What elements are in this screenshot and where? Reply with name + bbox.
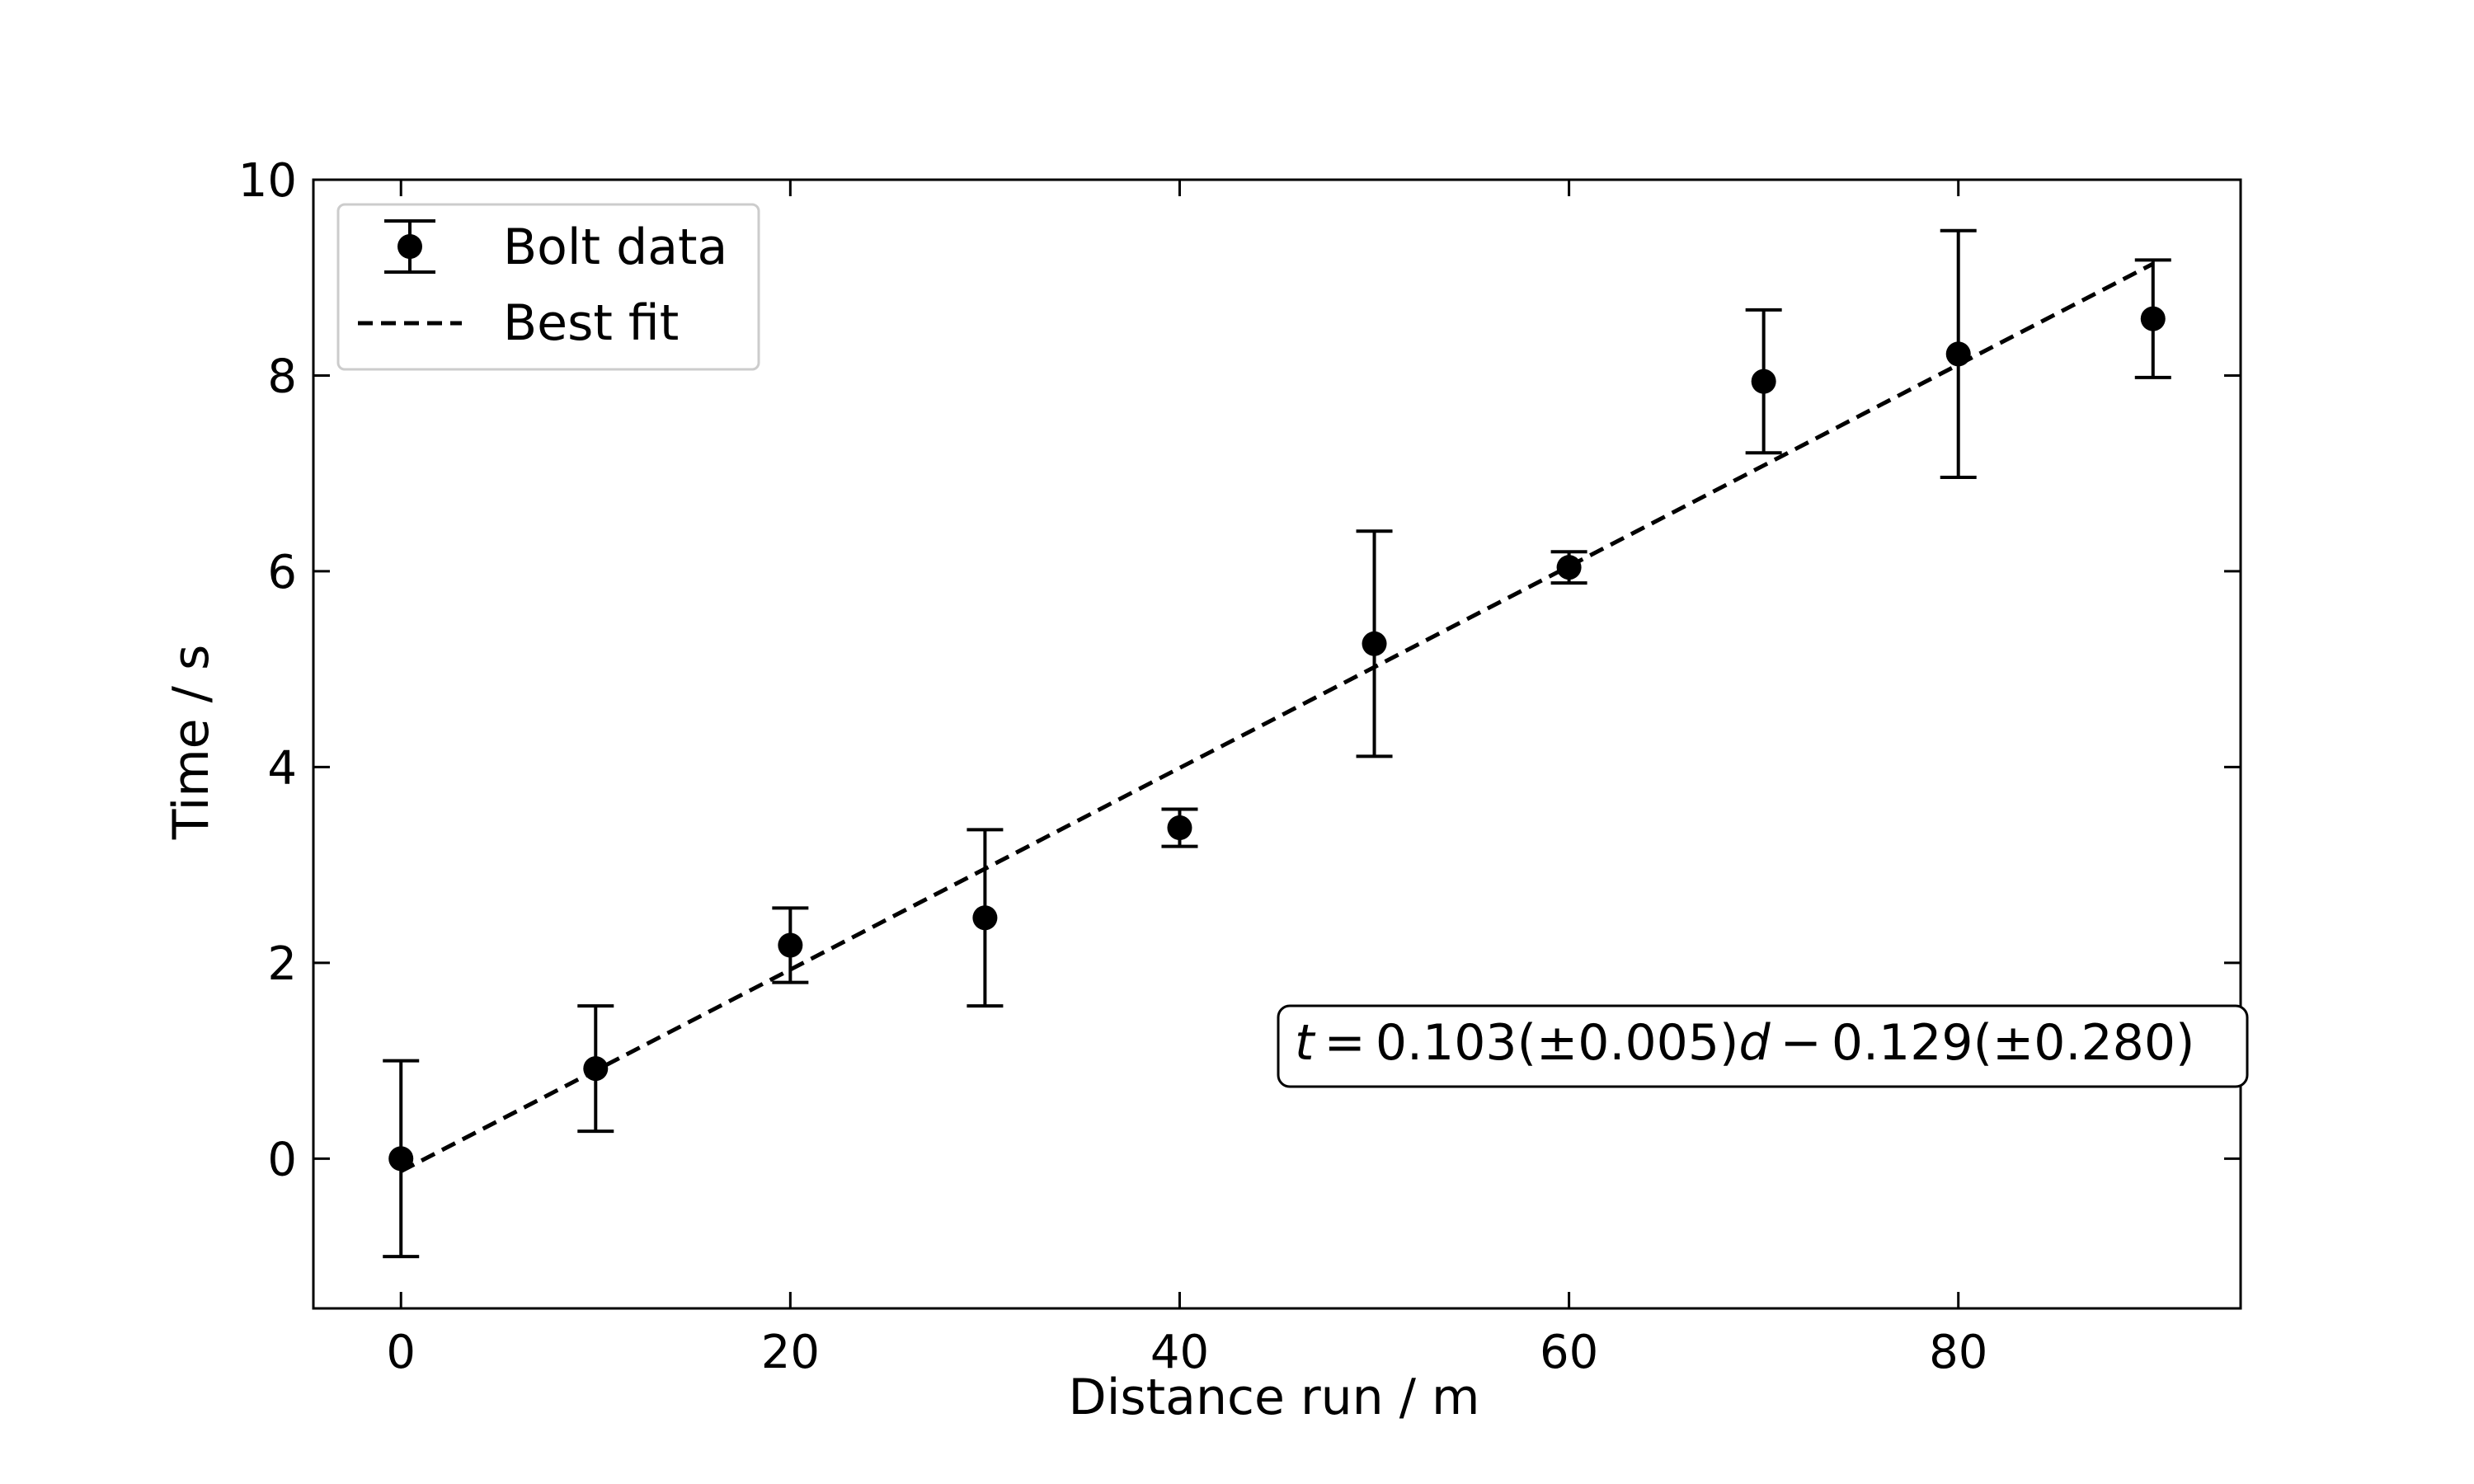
eq-d: d	[1738, 1014, 1771, 1072]
legend-marker	[397, 234, 422, 259]
y-tick-label: 2	[267, 937, 297, 991]
data-point	[1167, 815, 1192, 841]
y-axis-label: Time / s	[162, 645, 220, 840]
y-tick-label: 0	[267, 1133, 297, 1186]
plot-area: 0 20 40 60 80 0 2 4 6 8 10	[238, 154, 2242, 1379]
x-tick-label: 40	[1150, 1326, 1209, 1379]
data-point	[1556, 555, 1582, 580]
eq-coefficient: 0.103(±0.005)	[1376, 1014, 1739, 1072]
data-point	[2140, 306, 2166, 331]
x-axis-label: Distance run / m	[1069, 1369, 1480, 1426]
eq-t: t	[1295, 1014, 1316, 1072]
fit-equation: t = 0.103(±0.005)d −0.129(±0.280)	[1277, 1004, 2249, 1088]
best-fit-line	[400, 261, 2154, 1173]
legend-frame	[336, 203, 760, 371]
eq-intercept: 0.129(±0.280)	[1832, 1014, 2195, 1072]
data-point	[388, 1146, 414, 1172]
data-point	[1945, 341, 1971, 367]
legend: Bolt data Best fit	[336, 203, 760, 371]
legend-label-bolt-data: Bolt data	[503, 218, 727, 276]
y-tick-label: 8	[267, 350, 297, 403]
data-point	[1751, 369, 1776, 394]
fit-equation-text: t = 0.103(±0.005)d −0.129(±0.280)	[1295, 1014, 2194, 1072]
eq-equals: =	[1324, 1014, 1366, 1072]
data-point	[778, 932, 803, 958]
data-point	[1362, 631, 1387, 656]
eq-minus: −	[1780, 1014, 1822, 1072]
x-tick-label: 60	[1540, 1326, 1598, 1379]
x-tick-label: 0	[386, 1326, 416, 1379]
y-tick-label: 4	[267, 741, 297, 795]
x-tick-label: 20	[761, 1326, 820, 1379]
data-point	[972, 905, 998, 931]
y-tick-label: 6	[267, 546, 297, 599]
plot-frame	[312, 178, 2242, 1310]
fit-equation-box	[1277, 1004, 2249, 1088]
legend-label-best-fit: Best fit	[503, 294, 679, 352]
y-tick-label: 10	[238, 154, 297, 208]
x-tick-label: 80	[1929, 1326, 1987, 1379]
data-point	[583, 1056, 609, 1082]
